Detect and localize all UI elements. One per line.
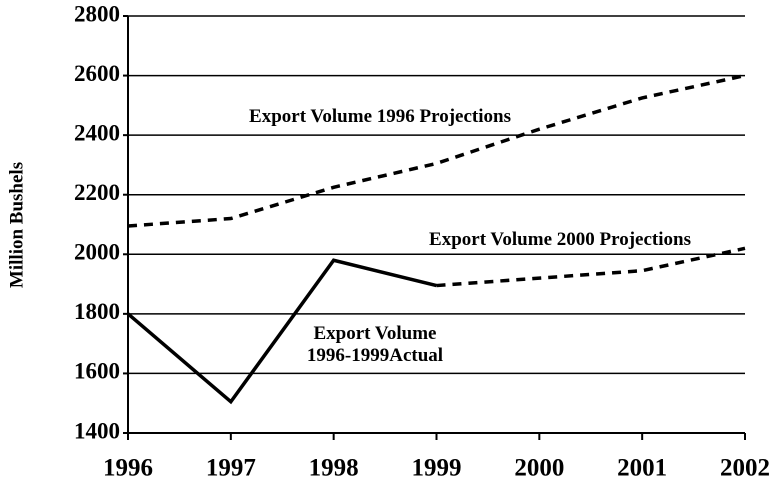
y-tick-label: 2000 <box>74 240 120 265</box>
x-tick-label: 2000 <box>514 455 564 482</box>
y-axis-label: Million Bushels <box>6 162 27 288</box>
x-tick-label: 1997 <box>206 455 256 482</box>
x-tick-label: 2001 <box>617 455 667 482</box>
x-tick-label: 1998 <box>309 455 359 482</box>
y-tick-label: 2400 <box>74 120 120 145</box>
x-tick-label: 1999 <box>412 455 462 482</box>
y-tick-label: 2600 <box>74 61 120 86</box>
y-tick-label: 1400 <box>74 418 120 443</box>
series-line <box>126 258 437 405</box>
y-tick-label: 2800 <box>74 1 120 26</box>
x-tick-label: 2002 <box>720 455 770 482</box>
y-tick-label: 1800 <box>74 299 120 324</box>
series-line <box>436 246 746 288</box>
series-label: Export Volume 1996 Projections <box>249 106 511 127</box>
y-tick-label: 2200 <box>74 180 120 205</box>
series-label: Export Volume 1996-1999Actual <box>306 323 444 366</box>
y-tick-label: 1600 <box>74 359 120 384</box>
x-tick-label: 1996 <box>103 455 153 482</box>
series-label: Export Volume 2000 Projections <box>429 229 691 250</box>
series-line <box>127 73 746 228</box>
